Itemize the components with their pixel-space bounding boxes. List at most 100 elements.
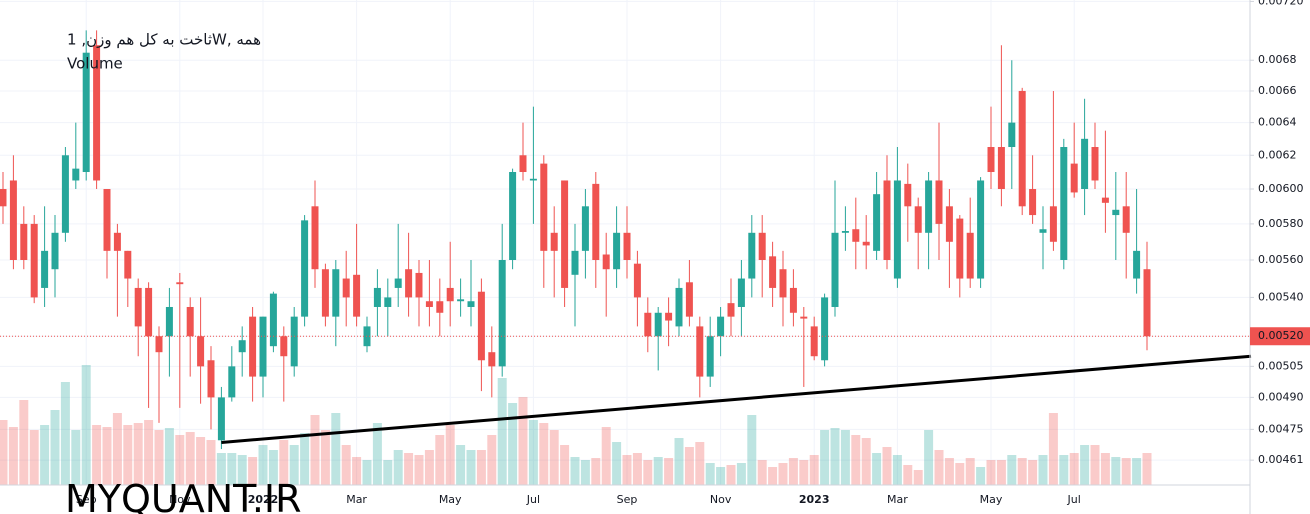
- volume-bar: [60, 382, 70, 485]
- volume-bar: [71, 430, 81, 485]
- y-tick-label: 0.00720: [1258, 0, 1304, 7]
- candle-body: [529, 178, 537, 181]
- volume-bar: [424, 450, 434, 485]
- candle-body: [1049, 206, 1057, 242]
- candle-body: [821, 297, 829, 361]
- volume-bar: [383, 460, 393, 485]
- volume-bar: [684, 447, 694, 485]
- volume-bar: [591, 458, 601, 485]
- candle-body: [1091, 147, 1099, 181]
- volume-bar: [320, 430, 330, 485]
- candle-body: [186, 306, 194, 337]
- y-tick-label: 0.0062: [1258, 148, 1297, 161]
- volume-bar: [528, 420, 538, 485]
- candle-body: [145, 287, 153, 337]
- candle-body: [249, 316, 257, 377]
- volume-bar: [622, 455, 632, 485]
- candle-body: [561, 180, 569, 288]
- volume-bar: [674, 438, 684, 485]
- candle-body: [207, 360, 215, 398]
- watermark: MYQUANT.IR: [65, 477, 302, 514]
- volume-bar: [799, 460, 809, 485]
- candle-body: [873, 194, 881, 251]
- y-tick-label: 0.00490: [1258, 390, 1304, 403]
- volume-bar: [1048, 413, 1058, 485]
- candle-body: [1070, 163, 1078, 193]
- candle-body: [197, 336, 205, 367]
- candle-body: [165, 306, 173, 337]
- candle-body: [9, 180, 17, 260]
- y-tick-label: 0.00461: [1258, 453, 1304, 466]
- candle-body: [1029, 189, 1037, 216]
- candle-body: [997, 147, 1005, 190]
- y-tick-label: 0.0064: [1258, 116, 1297, 129]
- candle-body: [966, 232, 974, 279]
- volume-bar: [144, 420, 154, 485]
- candle-body: [706, 336, 714, 377]
- x-tick-label: Jul: [1067, 493, 1081, 506]
- volume-bar: [903, 465, 913, 485]
- volume-bar: [1132, 458, 1142, 485]
- volume-bar: [154, 430, 164, 485]
- y-tick-label: 0.00505: [1258, 359, 1304, 372]
- volume-bar: [1017, 458, 1027, 485]
- candle-body: [353, 274, 361, 317]
- x-tick-label: Sep: [617, 493, 638, 506]
- volume-label: Volume: [67, 55, 123, 73]
- volume-bar: [112, 413, 122, 485]
- volume-bar: [279, 440, 289, 485]
- volume-bar: [102, 427, 112, 485]
- candle-body: [61, 155, 69, 233]
- candle-body: [509, 172, 517, 260]
- candle-body: [1081, 138, 1089, 190]
- volume-bar: [164, 428, 174, 485]
- volume-bar: [404, 453, 414, 485]
- x-tick-label: Sep: [76, 493, 97, 506]
- volume-bar: [830, 428, 840, 485]
- x-tick-label: Mar: [887, 493, 908, 506]
- volume-bar: [8, 427, 18, 485]
- candle-body: [987, 147, 995, 173]
- volume-bar: [1111, 457, 1121, 485]
- volume-bar: [258, 445, 268, 485]
- candle-body: [727, 303, 735, 317]
- volume-bar: [289, 445, 299, 485]
- volume-bar: [632, 453, 642, 485]
- x-tick-label: Mar: [346, 493, 367, 506]
- volume-bar: [185, 432, 195, 485]
- candle-body: [862, 241, 870, 246]
- candle-body: [1008, 122, 1016, 148]
- volume-bar: [310, 415, 320, 485]
- volume-bar: [300, 433, 310, 485]
- volume-bar: [872, 453, 882, 485]
- volume-bar: [892, 455, 902, 485]
- x-tick-label: 2022: [248, 493, 279, 506]
- volume-bar: [612, 442, 622, 485]
- volume-bar: [476, 450, 486, 485]
- volume-bar: [0, 420, 8, 485]
- legend-title: ثاخت به کل هم وزن, 1W, همه: [67, 31, 261, 49]
- candle-body: [405, 269, 413, 298]
- candle-body: [717, 316, 725, 337]
- candle-body: [103, 189, 111, 251]
- volume-bar: [653, 457, 663, 485]
- volume-bar: [487, 435, 497, 485]
- y-tick-label: 0.00600: [1258, 182, 1304, 195]
- volume-bar: [175, 435, 185, 485]
- volume-bar: [518, 397, 528, 485]
- candle-body: [1060, 147, 1068, 260]
- candle-body: [155, 336, 163, 353]
- volume-bar: [820, 430, 830, 485]
- volume-bar: [643, 460, 653, 485]
- volume-bar: [570, 457, 580, 485]
- candle-body: [914, 206, 922, 233]
- volume-bar: [965, 458, 975, 485]
- x-tick-label: May: [439, 493, 462, 506]
- volume-bar: [1038, 455, 1048, 485]
- x-tick-label: Nov: [710, 493, 732, 506]
- trend-line: [221, 354, 1252, 444]
- candle-body: [810, 326, 818, 357]
- candle-body: [592, 183, 600, 260]
- candle-body: [613, 232, 621, 270]
